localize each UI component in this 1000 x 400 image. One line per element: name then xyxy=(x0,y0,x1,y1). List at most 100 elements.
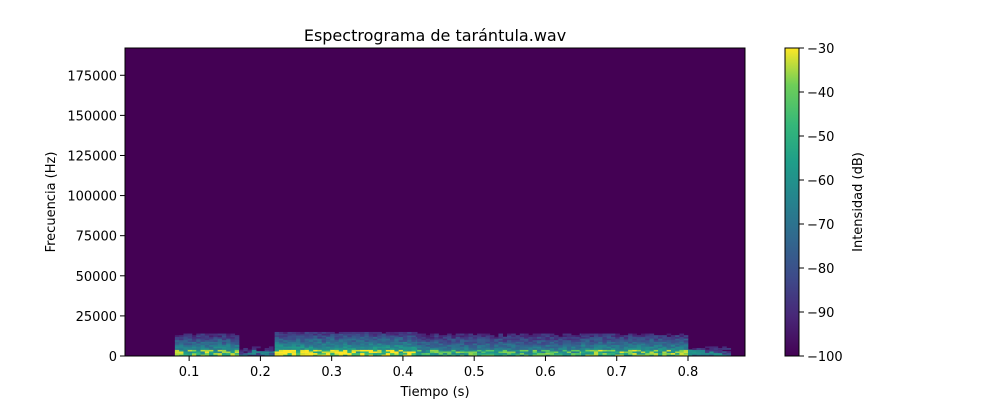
spectrogram-cell xyxy=(334,347,340,350)
spectrogram-cell xyxy=(385,347,391,350)
spectrogram-cell xyxy=(338,343,344,346)
spectrogram-cell xyxy=(196,354,201,357)
spectrogram-cell xyxy=(666,346,672,349)
spectrogram-cell xyxy=(187,346,193,349)
spectrogram-cell xyxy=(381,333,387,336)
spectrogram-cell xyxy=(687,349,693,352)
spectrogram-cell xyxy=(489,338,495,341)
spectrogram-cell xyxy=(532,333,538,336)
spectrogram-cell xyxy=(675,335,680,338)
spectrogram-cell xyxy=(585,339,590,342)
spectrogram-cell xyxy=(364,335,370,338)
spectrogram-cell xyxy=(606,354,612,357)
spectrogram-cell xyxy=(589,344,595,347)
spectrogram-cell xyxy=(321,347,327,350)
spectrogram-cell xyxy=(532,343,538,346)
spectrogram-cell xyxy=(425,338,431,341)
spectrogram-cell xyxy=(632,343,637,346)
spectrogram-cell xyxy=(438,335,444,338)
spectrogram-cell xyxy=(472,339,478,342)
spectrogram-cell xyxy=(402,346,408,349)
spectrogram-cell xyxy=(338,333,344,336)
spectrogram-cell xyxy=(528,339,533,342)
spectrogram-cell xyxy=(653,352,659,355)
spectrogram-cell xyxy=(598,335,603,338)
spectrogram-cell xyxy=(394,336,399,339)
spectrogram-cell xyxy=(268,354,274,357)
spectrogram-cell xyxy=(615,339,620,342)
spectrogram-cell xyxy=(187,341,193,344)
spectrogram-cell xyxy=(611,338,616,341)
spectrogram-cell xyxy=(407,336,412,339)
spectrogram-cell xyxy=(619,344,625,347)
spectrogram-cell xyxy=(532,335,538,338)
spectrogram-cell xyxy=(334,341,340,344)
spectrogram-cell xyxy=(726,352,732,355)
spectrogram-cell xyxy=(541,333,546,336)
spectrogram-cell xyxy=(494,343,499,346)
spectrogram-cell xyxy=(541,338,546,341)
spectrogram-cell xyxy=(640,333,646,336)
spectrogram-cell xyxy=(477,336,482,339)
spectrogram-cell xyxy=(489,335,495,338)
spectrogram-cell xyxy=(291,333,297,336)
spectrogram-cell xyxy=(602,335,608,338)
spectrogram-cell xyxy=(217,346,223,349)
spectrogram-cell xyxy=(562,338,568,341)
spectrogram-cell xyxy=(670,335,676,338)
spectrogram-cell xyxy=(662,349,667,352)
spectrogram-cell xyxy=(581,341,586,344)
spectrogram-cell xyxy=(683,341,689,344)
spectrogram-cell xyxy=(653,349,659,352)
spectrogram-cell xyxy=(351,344,357,347)
spectrogram-cell xyxy=(183,333,189,336)
spectrogram-cell xyxy=(477,352,482,355)
spectrogram-cell xyxy=(425,336,431,339)
spectrogram-cell xyxy=(191,338,197,341)
spectrogram-cell xyxy=(602,354,608,357)
spectrogram-cell xyxy=(411,352,417,355)
spectrogram-cell xyxy=(562,335,568,338)
spectrogram-cell xyxy=(402,352,408,355)
spectrogram-cell xyxy=(566,352,572,355)
spectrogram-cell xyxy=(554,338,559,341)
spectrogram-cell xyxy=(411,349,417,352)
spectrogram-cell xyxy=(532,352,538,355)
spectrogram-cell xyxy=(251,346,257,349)
spectrogram-cell xyxy=(394,343,399,346)
spectrogram-cell xyxy=(468,333,474,336)
spectrogram-cell xyxy=(234,336,240,339)
spectrogram-cell xyxy=(381,343,387,346)
spectrogram-cell xyxy=(226,351,231,354)
spectrogram-cell xyxy=(368,349,374,352)
spectrogram-cell xyxy=(417,339,422,342)
spectrogram-cell xyxy=(191,351,197,354)
spectrogram-cell xyxy=(464,354,469,357)
spectrogram-cell xyxy=(213,341,218,344)
spectrogram-cell xyxy=(385,354,391,357)
spectrogram-cell xyxy=(343,339,348,342)
spectrogram-cell xyxy=(628,341,633,344)
spectrogram-cell xyxy=(187,343,193,346)
spectrogram-cell xyxy=(549,344,555,347)
spectrogram-cell xyxy=(709,347,714,350)
spectrogram-cell xyxy=(321,339,327,342)
spectrogram-cell xyxy=(455,349,461,352)
spectrogram-cell xyxy=(472,346,478,349)
spectrogram-cell xyxy=(313,347,318,350)
spectrogram-cell xyxy=(558,347,563,350)
spectrogram-cell xyxy=(585,354,590,357)
spectrogram-cell xyxy=(355,343,361,346)
spectrogram-cell xyxy=(571,352,576,355)
spectrogram-cell xyxy=(347,338,352,341)
spectrogram-cell xyxy=(524,339,529,342)
spectrogram-cell xyxy=(670,341,676,344)
spectrogram-cell xyxy=(692,351,697,354)
spectrogram-cell xyxy=(317,344,322,347)
spectrogram-cell xyxy=(477,335,482,338)
spectrogram-cell xyxy=(623,341,629,344)
spectrogram-cell xyxy=(636,347,642,350)
spectrogram-cell xyxy=(528,347,533,350)
spectrogram-cell xyxy=(515,347,521,350)
